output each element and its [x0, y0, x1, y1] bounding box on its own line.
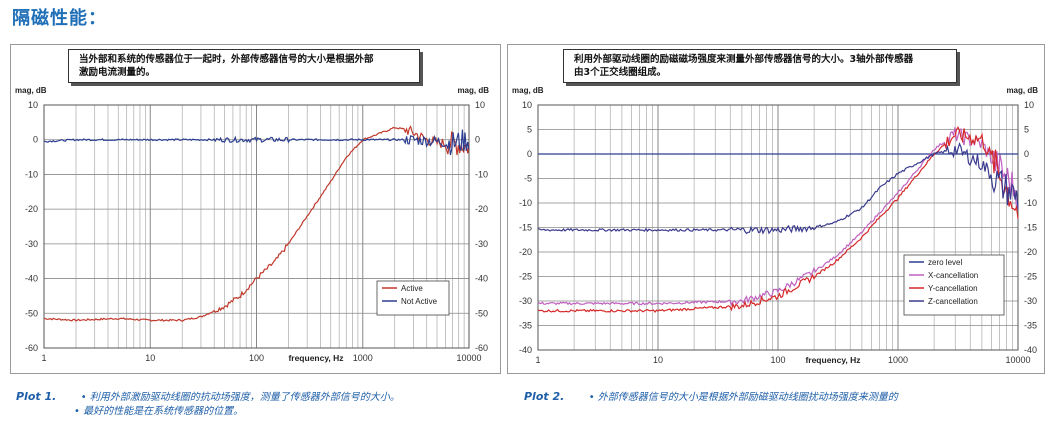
chart-2-ytick-right: 5: [1024, 125, 1029, 135]
chart-1-ytick-right: -60: [475, 343, 488, 353]
chart-2-ytick-left: -15: [519, 223, 532, 233]
chart-1-note: 当外部和系统的传感器位于一起时，外部传感器信号的大小是根据外部 激励电流测量的。: [68, 49, 420, 83]
chart-2-ytick-left: 0: [527, 149, 532, 159]
chart-1-ytick-left: 0: [33, 135, 38, 145]
chart-1-series-line-1: [44, 125, 470, 322]
chart-2-xlabel: frequency, Hz: [805, 355, 860, 365]
chart-2-series-line-3: [537, 126, 1019, 313]
chart-1-legend-label: Not Active: [401, 297, 438, 306]
chart-2-legend-label: Y-cancellation: [928, 284, 978, 293]
chart-panel-1: 10 10 0 0 -10 -10 -20 -20 -30 -30 -40 -40 -50 -50 -60-…: [10, 44, 501, 374]
caption-1-bullet-1: • 利用外部激励驱动线圈的抗动场强度，测量了传感器外部信号的大小。: [80, 392, 400, 403]
chart-1-ytick-right: -30: [475, 239, 488, 249]
chart-1-xtick: 100: [249, 353, 264, 363]
chart-2-legend-label: zero level: [928, 258, 962, 267]
chart-2-ytick-left: -10: [519, 198, 532, 208]
chart-2-note: 利用外部驱动线圈的励磁磁场强度来测量外部传感器信号的大小。3轴外部传感器 由3个…: [563, 49, 957, 83]
chart-1-ytick-left: -50: [25, 308, 38, 318]
chart-2-ylabel-right: mag, dB: [1006, 86, 1038, 95]
chart-1-ytick-right: -20: [475, 204, 488, 214]
chart-2-ytick-right: 10: [1024, 100, 1034, 110]
chart-1-ytick-left: -20: [25, 204, 38, 214]
chart-2-xtick: 1000: [888, 355, 908, 365]
chart-2-legend-label: X-cancellation: [928, 271, 978, 280]
chart-2-ytick-right: 0: [1024, 149, 1029, 159]
chart-1-xlabel: frequency, Hz: [288, 353, 343, 363]
chart-2-svg: 10 10 5 5 0 0 -5 -5 -10 -10 -15 -15 -20 -20 -25 -25 -30 -…: [512, 86, 1038, 365]
chart-1-xtick: 1: [41, 353, 46, 363]
chart-2-series-line-2: [537, 127, 1019, 307]
chart-2-ytick-left: -20: [519, 247, 532, 257]
page-title: 隔磁性能：: [12, 8, 107, 29]
chart-1-ytick-left: -10: [25, 169, 38, 179]
chart-1-xtick: 10: [145, 353, 155, 363]
chart-2-xtick: 10: [653, 355, 663, 365]
chart-2-ytick-right: -35: [1024, 321, 1037, 331]
chart-2-legend-label: Z-cancellation: [928, 297, 978, 306]
chart-1-ytick-left: 10: [28, 100, 38, 110]
chart-2-ylabel-left: mag, dB: [512, 86, 544, 95]
caption-1: Plot 1. • 利用外部激励驱动线圈的抗动场强度，测量了传感器外部信号的大小…: [16, 388, 400, 417]
chart-1-series-line-2: [43, 129, 470, 156]
caption-1-bullet-2: • 最好的性能是在系统传感器的位置。: [74, 406, 244, 417]
chart-2-plot-frame: [537, 104, 1019, 351]
chart-2-ytick-right: -5: [1024, 174, 1032, 184]
caption-2: Plot 2. • 外部传感器信号的大小是根据外部励磁驱动线圈扰动场强度来测量的: [524, 388, 898, 403]
caption-2-label: Plot 2.: [524, 390, 565, 403]
chart-2-ytick-left: -25: [519, 272, 532, 282]
chart-2-ytick-right: -30: [1024, 296, 1037, 306]
chart-2-xtick: 100: [770, 355, 785, 365]
chart-2-xtick: 10000: [1005, 355, 1030, 365]
chart-1-xtick: 10000: [456, 353, 481, 363]
chart-1-legend-box: [376, 280, 450, 316]
chart-2-ytick-right: -25: [1024, 272, 1037, 282]
chart-2-ytick-left: 5: [527, 125, 532, 135]
chart-2-ytick-left: 10: [522, 100, 532, 110]
chart-1-plot-frame: [43, 104, 470, 349]
chart-1-ylabel-right: mag, dB: [457, 86, 489, 95]
chart-1-ytick-left: -60: [25, 343, 38, 353]
chart-2-xtick: 1: [535, 355, 540, 365]
caption-1-label: Plot 1.: [16, 390, 57, 403]
chart-2-legend-box: [903, 254, 1005, 316]
chart-1-ytick-right: -50: [475, 308, 488, 318]
caption-2-bullet-1: • 外部传感器信号的大小是根据外部励磁驱动线圈扰动场强度来测量的: [588, 392, 898, 403]
chart-2-ytick-left: -35: [519, 321, 532, 331]
chart-2-ytick-right: -20: [1024, 247, 1037, 257]
chart-2-ytick-left: -40: [519, 345, 532, 355]
chart-1-svg: 10 100 0-10 -10-20 -20-30 -30-40 -40-50 -50-60-…: [15, 86, 489, 363]
chart-1-ylabel-left: mag, dB: [15, 86, 47, 95]
chart-2-ytick-right: -15: [1024, 223, 1037, 233]
chart-1-ytick-left: -30: [25, 239, 38, 249]
chart-1-ytick-right: 0: [475, 135, 480, 145]
chart-2-ytick-right: -10: [1024, 198, 1037, 208]
chart-2-ytick-right: -40: [1024, 345, 1037, 355]
chart-2-ytick-left: -30: [519, 296, 532, 306]
chart-1-ytick-left: -40: [25, 274, 38, 284]
chart-2-series-line-4: [537, 141, 1019, 235]
chart-1-ytick-right: -10: [475, 169, 488, 179]
chart-1-ytick-right: 10: [475, 100, 485, 110]
chart-1-xtick: 1000: [353, 353, 373, 363]
chart-2-ytick-left: -5: [524, 174, 532, 184]
chart-panel-2: 10 10 5 5 0 0 -5 -5 -10 -10 -15 -15 -20 -20 -25 -25 -30 -…: [507, 44, 1045, 374]
chart-1-ytick-right: -40: [475, 274, 488, 284]
chart-1-legend-label: Active: [401, 284, 423, 293]
